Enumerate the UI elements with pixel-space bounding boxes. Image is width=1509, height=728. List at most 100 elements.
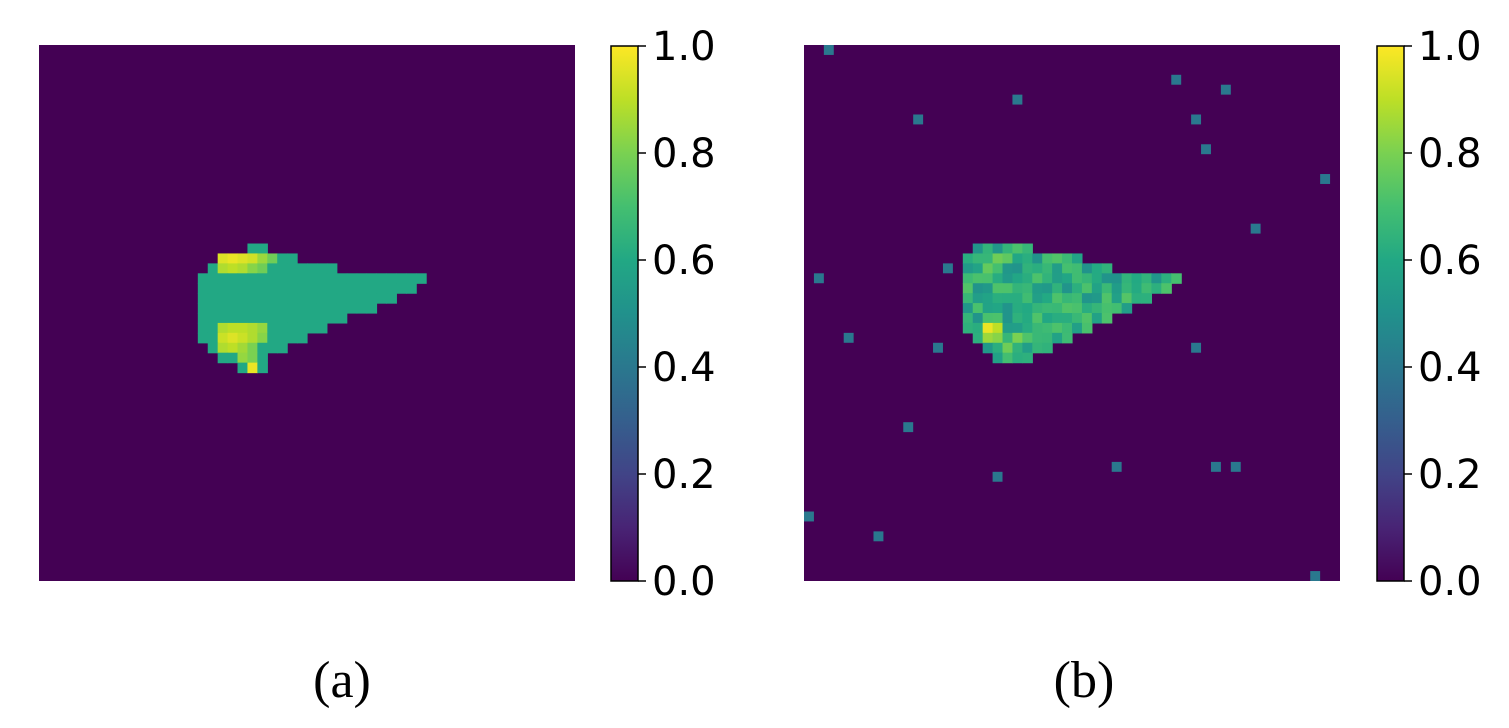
heatmap-cell: [307, 313, 318, 324]
heatmap-cell: [1012, 243, 1023, 255]
panel-a: 0.0 0.2 0.4 0.6 0.8 1.0 (a): [39, 24, 716, 709]
heatmap-cell: [1081, 273, 1093, 284]
heatmap-cell: [1111, 303, 1123, 314]
heatmap-cell: [962, 322, 974, 334]
heatmap-cell: [1042, 253, 1053, 264]
heatmap-cell: [1081, 322, 1093, 334]
heatmap-cell: [1022, 332, 1033, 344]
heatmap-cell: [1072, 303, 1083, 314]
heatmap-cell: [1032, 303, 1043, 314]
heatmap-cell: [316, 313, 328, 324]
heatmap-cell: [1171, 273, 1182, 284]
heatmap-cell: [1052, 273, 1063, 284]
heatmap-cell: [1131, 283, 1143, 294]
heatmap-cell: [1151, 283, 1162, 294]
heatmap-cell: [297, 283, 308, 294]
heatmap-cell: [237, 253, 249, 264]
heatmap-cell: [1121, 303, 1133, 314]
heatmap-cell: [376, 273, 388, 284]
heatmap-cell: [1072, 313, 1083, 324]
colorbar-tick-label: 0.2: [652, 452, 716, 498]
heatmap-cell: [277, 342, 288, 354]
heatmap-cell: [336, 313, 348, 324]
heatmap-cell: [1002, 322, 1014, 334]
heatmap-cell: [1121, 283, 1133, 294]
heatmap-cell: [336, 273, 348, 284]
heatmap-cell: [366, 303, 378, 314]
heatmap-cell: [227, 352, 239, 364]
heatmap-cell: [1081, 283, 1093, 294]
heatmap-cell: [247, 263, 258, 274]
heatmap-cell: [1111, 293, 1123, 304]
heatmap-cell: [962, 283, 974, 294]
heatmap-cell: [1002, 273, 1014, 284]
heatmap-cell: [346, 293, 358, 304]
heatmap-cell: [1002, 293, 1014, 304]
heatmap-cell: [1022, 322, 1033, 334]
heatmap-cell: [227, 322, 239, 334]
heatmap-cell: [1081, 263, 1093, 274]
heatmap-cell: [1072, 273, 1083, 284]
heatmap-cell: [257, 303, 268, 314]
noise-pixel: [913, 114, 924, 125]
heatmap-cell: [992, 322, 1004, 334]
heatmap-cell: [1052, 283, 1063, 294]
heatmap-cell: [217, 293, 229, 304]
heatmap-cell: [1002, 283, 1014, 294]
heatmap-cell: [972, 293, 984, 304]
heatmap-cell: [992, 263, 1004, 274]
heatmap-cell: [217, 332, 229, 344]
heatmap-cell: [1012, 273, 1023, 284]
heatmap-cell: [1012, 303, 1023, 314]
heatmap-cell: [982, 332, 994, 344]
heatmap-cell: [267, 322, 278, 334]
heatmap-cell: [1012, 342, 1023, 354]
heatmap-cell: [197, 332, 209, 344]
heatmap-cell: [316, 263, 328, 274]
colorbar-a: 0.0 0.2 0.4 0.6 0.8 1.0: [610, 24, 716, 605]
heatmap-cell: [1091, 273, 1103, 284]
heatmap-cell: [257, 253, 268, 264]
heatmap-cell: [336, 303, 348, 314]
heatmap-cell: [326, 313, 338, 324]
heatmap-cell: [237, 332, 249, 344]
heatmap-cell: [972, 283, 984, 294]
heatmap-cell: [326, 263, 338, 274]
noise-pixel: [1310, 571, 1321, 581]
panel-b: 0.0 0.2 0.4 0.6 0.8 1.0 (b): [804, 24, 1482, 709]
heatmap-cell: [1161, 273, 1172, 284]
heatmap-cell: [346, 303, 358, 314]
heatmap-cell: [307, 283, 318, 294]
heatmap-cell: [277, 283, 288, 294]
heatmap-cell: [1091, 263, 1103, 274]
heatmap-cell: [277, 263, 288, 274]
noise-pixel: [873, 531, 884, 542]
heatmap-cell: [247, 352, 258, 364]
heatmap-cell: [227, 342, 239, 354]
heatmap-cell: [1022, 243, 1033, 255]
heatmap-cell: [1022, 283, 1033, 294]
heatmap-cell: [336, 283, 348, 294]
heatmap-cell: [1012, 253, 1023, 264]
heatmap-cell: [1032, 263, 1043, 274]
heatmap-cell: [1062, 283, 1073, 294]
heatmap-cell: [972, 322, 984, 334]
heatmap-cell: [1091, 303, 1103, 314]
heatmap-cell: [1062, 263, 1073, 274]
heatmap-cell: [992, 332, 1004, 344]
heatmap-cell: [1012, 283, 1023, 294]
heatmap-cell: [406, 273, 417, 284]
heatmap-cell: [267, 263, 278, 274]
heatmap-cell: [257, 293, 268, 304]
noise-pixel: [1191, 342, 1202, 353]
heatmap-cell: [356, 303, 368, 314]
heatmap-cell: [227, 293, 239, 304]
heatmap-cell: [992, 243, 1004, 255]
heatmap-cell: [972, 263, 984, 274]
heatmap-cell: [962, 303, 974, 314]
heatmap-cell: [992, 313, 1004, 324]
heatmap-cell: [217, 342, 229, 354]
heatmap-cell: [1072, 263, 1083, 274]
heatmap-cell: [356, 273, 368, 284]
heatmap-cell: [406, 283, 417, 294]
